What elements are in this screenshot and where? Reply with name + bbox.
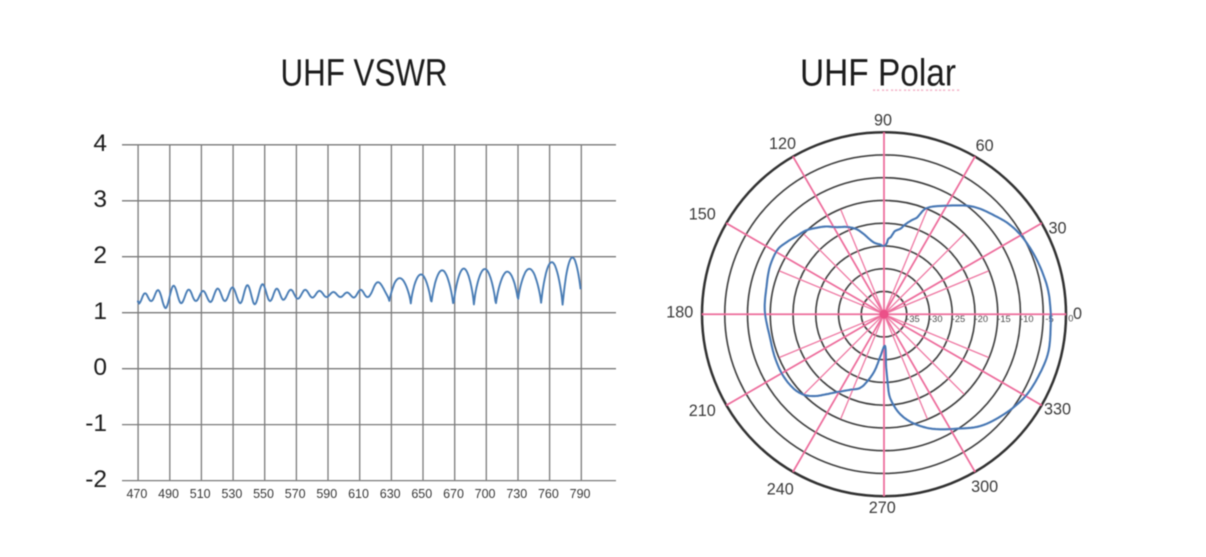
svg-text:-10: -10 [1020,314,1033,324]
svg-text:210: 210 [689,402,716,420]
svg-text:-1: -1 [85,410,107,437]
svg-text:-2: -2 [85,466,107,493]
svg-text:570: 570 [285,487,306,501]
svg-text:2: 2 [93,242,107,269]
svg-text:330: 330 [1044,401,1071,419]
svg-text:470: 470 [126,487,147,501]
svg-text:30: 30 [1048,220,1066,238]
svg-text:760: 760 [538,487,559,501]
svg-text:UHF Polar: UHF Polar [800,53,956,95]
svg-text:630: 630 [380,487,401,501]
svg-text:510: 510 [190,487,211,501]
svg-text:300: 300 [971,478,998,496]
svg-text:610: 610 [348,487,369,501]
svg-text:-20: -20 [975,314,988,324]
svg-text:790: 790 [570,487,591,501]
svg-text:4: 4 [93,130,107,157]
svg-text:150: 150 [689,205,716,223]
svg-text:240: 240 [767,481,794,499]
svg-text:270: 270 [869,499,896,517]
svg-text:530: 530 [221,487,242,501]
svg-text:120: 120 [769,135,796,153]
svg-text:0: 0 [1073,305,1082,323]
svg-text:60: 60 [976,137,994,155]
svg-text:-30: -30 [929,314,942,324]
svg-text:3: 3 [93,186,107,213]
svg-text:730: 730 [506,487,527,501]
svg-text:490: 490 [158,487,179,501]
svg-text:1: 1 [93,298,107,325]
svg-text:0: 0 [93,354,107,381]
svg-text:-25: -25 [952,314,965,324]
svg-text:670: 670 [443,487,464,501]
svg-text:550: 550 [253,487,274,501]
svg-text:590: 590 [316,487,337,501]
svg-text:650: 650 [411,487,432,501]
svg-text:700: 700 [475,487,496,501]
svg-text:-15: -15 [997,314,1010,324]
svg-text:0: 0 [1068,314,1073,324]
svg-text:-5: -5 [1045,314,1053,324]
svg-text:-35: -35 [906,314,919,324]
svg-text:180: 180 [666,303,693,321]
svg-text:90: 90 [874,111,892,129]
svg-text:UHF VSWR: UHF VSWR [281,52,448,94]
